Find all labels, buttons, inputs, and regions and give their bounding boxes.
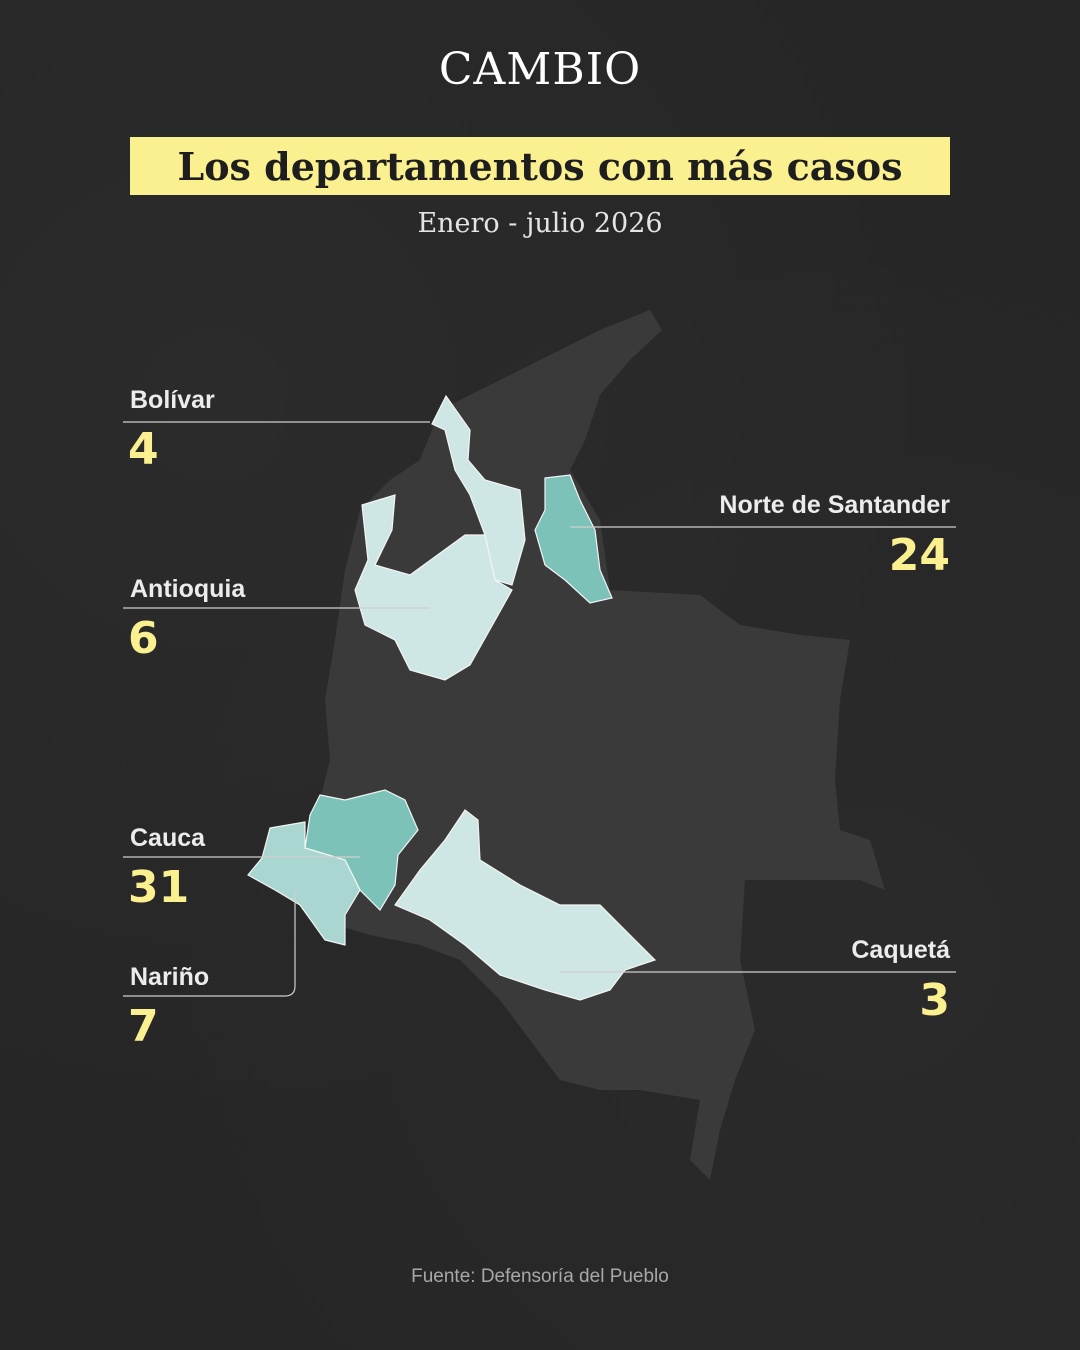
source-note: Fuente: Defensoría del Pueblo xyxy=(411,1266,669,1287)
count-cauca: 31 xyxy=(128,862,190,913)
count-bolivar: 4 xyxy=(128,424,159,475)
brand-logo: CAMBIO xyxy=(438,44,642,95)
leader-line-narino xyxy=(123,892,296,997)
count-narino: 7 xyxy=(128,1001,159,1052)
count-caqueta: 3 xyxy=(919,975,950,1026)
region-bolivar xyxy=(431,394,526,586)
region-antioquia xyxy=(354,494,513,681)
region-narino xyxy=(247,821,361,946)
count-norte-de-santander: 24 xyxy=(888,530,950,581)
region-norte-de-santander xyxy=(534,474,613,604)
page-title: Los departamentos con más casos xyxy=(177,143,903,189)
label-cauca: Cauca xyxy=(130,824,206,852)
label-caqueta: Caquetá xyxy=(851,936,950,964)
count-antioquia: 6 xyxy=(128,613,159,664)
label-narino: Nariño xyxy=(130,963,210,991)
leader-lines xyxy=(123,421,956,997)
label-bolivar: Bolívar xyxy=(130,386,215,414)
title-banner: Los departamentos con más casos xyxy=(130,137,950,195)
country-outline xyxy=(300,310,885,1180)
region-caqueta xyxy=(394,809,657,1001)
label-norte-de-santander: Norte de Santander xyxy=(719,491,950,519)
label-antioquia: Antioquia xyxy=(130,575,246,603)
page-subtitle: Enero - julio 2026 xyxy=(417,208,663,239)
